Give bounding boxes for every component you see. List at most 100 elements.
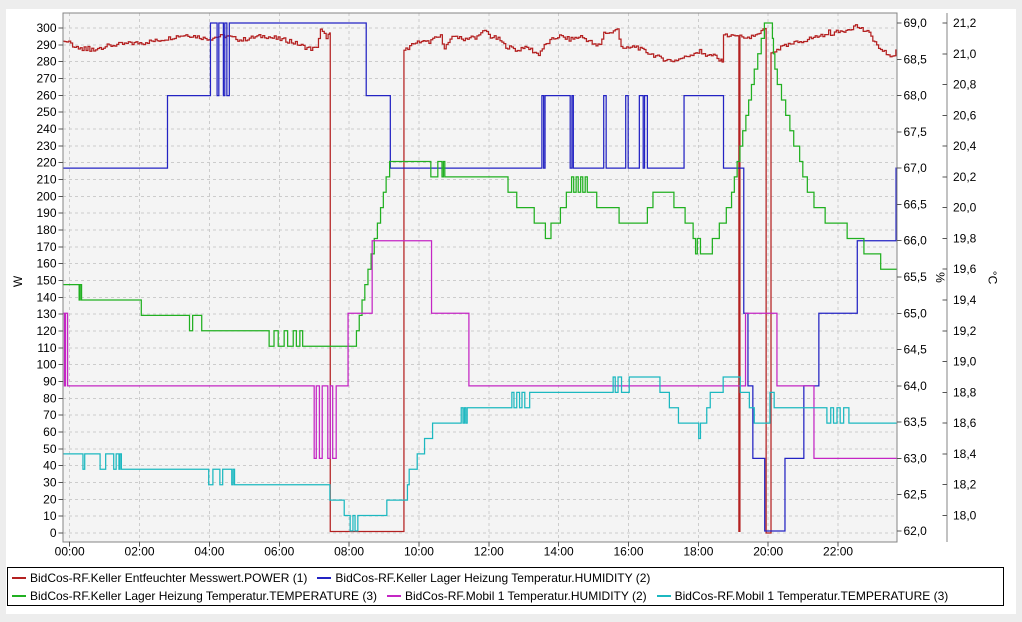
tick-label-degc: 18,6: [953, 416, 977, 430]
axis-label-pct: %: [933, 272, 947, 283]
tick-label-x: 12:00: [474, 545, 504, 559]
legend: BidCos-RF.Keller Entfeuchter Messwert.PO…: [7, 567, 1004, 606]
legend-item: BidCos-RF.Mobil 1 Temperatur.TEMPERATURE…: [656, 588, 949, 603]
tick-label-x: 00:00: [55, 545, 85, 559]
tick-label-w: 200: [36, 189, 56, 203]
chart-area: 0 10 20 30 40 50 60 70 80 90 100 110 120 130 140 150 160…: [6, 9, 1016, 614]
series-line-1: [63, 24, 897, 534]
tick-label-pct: 64,5: [904, 343, 928, 357]
plot-background: [63, 13, 897, 542]
tick-label-degc: 20,0: [953, 201, 977, 215]
tick-label-degc: 18,0: [953, 508, 977, 522]
legend-label: BidCos-RF.Keller Entfeuchter Messwert.PO…: [30, 570, 308, 585]
tick-label-w: 130: [36, 307, 56, 321]
plot-canvas: 0 10 20 30 40 50 60 70 80 90 100 110 120 130 140 150 160…: [11, 12, 1000, 559]
series-line-4: [63, 240, 897, 460]
series-line-2: [63, 22, 897, 532]
tick-label-w: 230: [36, 139, 56, 153]
tick-label-w: 180: [36, 223, 56, 237]
tick-label-x: 16:00: [614, 545, 644, 559]
tick-label-w: 40: [43, 459, 57, 473]
tick-label-w: 10: [43, 509, 57, 523]
series-line-3: [63, 22, 897, 347]
tick-label-w: 100: [36, 358, 56, 372]
tick-label-degc: 20,8: [953, 78, 977, 92]
tick-label-pct: 69,0: [904, 16, 928, 30]
tick-label-pct: 63,5: [904, 415, 928, 429]
tick-label-degc: 19,0: [953, 355, 977, 369]
axis-label-degc: °C: [986, 271, 1000, 285]
tick-label-degc: 19,6: [953, 262, 977, 276]
tick-label-pct: 66,5: [904, 197, 928, 211]
tick-label-x: 06:00: [264, 545, 294, 559]
tick-label-w: 90: [43, 375, 57, 389]
tick-label-w: 220: [36, 156, 56, 170]
legend-swatch-icon: [317, 576, 332, 579]
legend-item: BidCos-RF.Mobil 1 Temperatur.HUMIDITY (2…: [387, 589, 647, 603]
tick-label-x: 04:00: [194, 545, 224, 559]
tick-label-w: 250: [36, 105, 56, 119]
tick-label-w: 80: [43, 391, 57, 405]
tick-label-w: 150: [36, 274, 56, 288]
legend-item: BidCos-RF.Keller Lager Heizung Temperatu…: [12, 589, 377, 603]
tick-label-pct: 64,0: [904, 379, 928, 393]
legend-item: BidCos-RF.Keller Entfeuchter Messwert.PO…: [12, 571, 307, 585]
tick-label-pct: 68,5: [904, 52, 928, 66]
tick-label-degc: 18,8: [953, 385, 977, 399]
legend-swatch-icon: [12, 576, 26, 579]
legend-row: BidCos-RF.Keller Lager Heizung Temperatu…: [12, 587, 1003, 605]
legend-label: BidCos-RF.Mobil 1 Temperatur.TEMPERATURE…: [674, 588, 949, 603]
series-line-5: [63, 376, 897, 532]
tick-label-pct: 65,5: [904, 270, 928, 284]
legend-label: BidCos-RF.Mobil 1 Temperatur.HUMIDITY (2…: [405, 588, 647, 603]
tick-label-degc: 20,2: [953, 170, 977, 184]
tick-label-x: 14:00: [544, 545, 574, 559]
tick-label-degc: 18,2: [953, 478, 977, 492]
tick-label-w: 160: [36, 257, 56, 271]
tick-label-pct: 67,0: [904, 161, 928, 175]
tick-label-x: 10:00: [404, 545, 434, 559]
tick-label-w: 270: [36, 72, 56, 86]
tick-label-pct: 68,0: [904, 89, 928, 103]
tick-label-w: 50: [43, 442, 57, 456]
tick-label-w: 30: [43, 476, 57, 490]
tick-label-x: 08:00: [334, 545, 364, 559]
tick-label-x: 22:00: [823, 545, 853, 559]
tick-label-degc: 21,0: [953, 47, 977, 61]
tick-label-w: 170: [36, 240, 56, 254]
legend-label: BidCos-RF.Keller Lager Heizung Temperatu…: [335, 570, 651, 585]
tick-label-x: 18:00: [683, 545, 713, 559]
legend-item: BidCos-RF.Keller Lager Heizung Temperatu…: [317, 571, 650, 585]
tick-label-degc: 18,4: [953, 447, 977, 461]
tick-label-x: 20:00: [753, 545, 783, 559]
legend-swatch-icon: [387, 594, 402, 597]
tick-label-w: 290: [36, 38, 56, 52]
tick-label-pct: 67,5: [904, 125, 928, 139]
tick-label-w: 20: [43, 492, 57, 506]
tick-label-w: 120: [36, 324, 56, 338]
tick-label-x: 02:00: [125, 545, 155, 559]
tick-label-w: 300: [36, 21, 56, 35]
tick-label-pct: 63,0: [904, 451, 928, 465]
tick-label-w: 70: [43, 408, 57, 422]
tick-label-w: 60: [43, 425, 57, 439]
legend-label: BidCos-RF.Keller Lager Heizung Temperatu…: [30, 588, 378, 603]
tick-label-degc: 19,4: [953, 293, 977, 307]
tick-label-w: 240: [36, 122, 56, 136]
tick-label-pct: 62,5: [904, 488, 928, 502]
tick-label-degc: 19,2: [953, 324, 977, 338]
tick-label-pct: 62,0: [904, 524, 928, 538]
tick-label-w: 110: [37, 341, 56, 355]
tick-label-w: 190: [36, 206, 56, 220]
legend-swatch-icon: [656, 594, 671, 597]
tick-label-w: 210: [36, 173, 56, 187]
tick-label-degc: 20,6: [953, 108, 977, 122]
tick-label-pct: 66,0: [904, 234, 928, 248]
legend-row: BidCos-RF.Keller Entfeuchter Messwert.PO…: [12, 569, 1003, 587]
tick-label-degc: 20,4: [953, 139, 977, 153]
tick-label-degc: 21,2: [953, 16, 977, 30]
tick-label-w: 280: [36, 55, 56, 69]
tick-label-pct: 65,0: [904, 306, 928, 320]
plot-border: [62, 12, 898, 543]
